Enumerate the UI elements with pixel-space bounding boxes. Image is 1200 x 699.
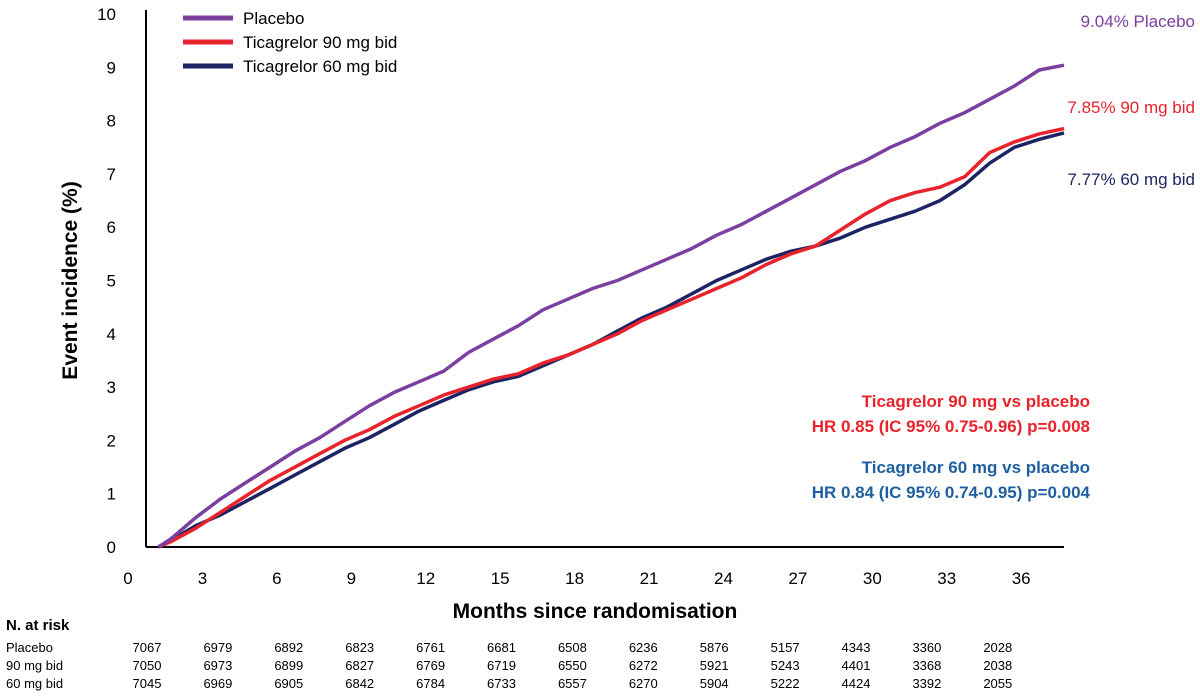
y-ticks: 0 1 2 3 4 5 6 7 8 9 10: [97, 5, 116, 557]
at-risk-value: 2055: [983, 676, 1012, 691]
x-axis-title: Months since randomisation: [453, 600, 738, 623]
x-ticks: 0 3 6 9 12 15 18 21 24 27 30 33 36: [123, 569, 1030, 588]
at-risk-value: 2028: [983, 640, 1012, 655]
at-risk-value: 6905: [274, 676, 303, 691]
axes: [145, 10, 1064, 548]
legend: Placebo Ticagrelor 90 mg bid Ticagrelor 60…: [183, 9, 397, 76]
hr-annotation-line: Ticagrelor 60 mg vs placebo: [862, 458, 1090, 477]
y-tick-label: 5: [107, 272, 116, 291]
y-tick-label: 6: [107, 218, 116, 237]
x-tick-label: 15: [491, 569, 510, 588]
x-tick-label: 24: [714, 569, 733, 588]
end-labels: 9.04% Placebo 7.85% 90 mg bid 7.77% 60 mg …: [1067, 12, 1195, 189]
at-risk-heading: N. at risk: [6, 617, 70, 634]
at-risk-value: 6842: [345, 676, 374, 691]
x-tick-label: 9: [347, 569, 356, 588]
at-risk-value: 6508: [558, 640, 587, 655]
y-tick-label: 7: [107, 165, 116, 184]
at-risk-value: 5157: [771, 640, 800, 655]
y-tick-label: 3: [107, 378, 116, 397]
y-tick-label: 9: [107, 58, 116, 77]
at-risk-value: 5243: [771, 658, 800, 673]
at-risk-value: 6973: [203, 658, 232, 673]
y-tick-label: 10: [97, 5, 116, 24]
at-risk-value: 6892: [274, 640, 303, 655]
at-risk-value: 4424: [842, 676, 871, 691]
hr-annotation-line: Ticagrelor 90 mg vs placebo: [862, 392, 1090, 411]
y-tick-label: 4: [107, 325, 116, 344]
x-tick-label: 21: [640, 569, 659, 588]
x-tick-label: 36: [1012, 569, 1031, 588]
hr-annotation-line: HR 0.84 (IC 95% 0.74-0.95) p=0.004: [812, 483, 1091, 502]
legend-label: Placebo: [243, 9, 304, 28]
hr-annotation-line: HR 0.85 (IC 95% 0.75-0.96) p=0.008: [812, 417, 1090, 436]
at-risk-value: 5222: [771, 676, 800, 691]
at-risk-value: 3368: [912, 658, 941, 673]
at-risk-value: 6733: [487, 676, 516, 691]
at-risk-value: 4401: [842, 658, 871, 673]
at-risk-value: 3360: [912, 640, 941, 655]
at-risk-value: 6827: [345, 658, 374, 673]
at-risk-value: 3392: [912, 676, 941, 691]
at-risk-row-label: 90 mg bid: [6, 658, 63, 673]
at-risk-value: 6979: [203, 640, 232, 655]
y-tick-label: 0: [107, 538, 116, 557]
at-risk-value: 4343: [842, 640, 871, 655]
x-tick-label: 33: [937, 569, 956, 588]
x-tick-label: 3: [198, 569, 207, 588]
at-risk-value: 5876: [700, 640, 729, 655]
series-lines: [157, 63, 1065, 549]
at-risk-value: 6236: [629, 640, 658, 655]
at-risk-value: 6681: [487, 640, 516, 655]
at-risk-value: 6761: [416, 640, 445, 655]
y-axis-title: Event incidence (%): [59, 181, 82, 379]
legend-label: Ticagrelor 90 mg bid: [243, 33, 397, 52]
x-tick-label: 27: [788, 569, 807, 588]
series-end-label: 7.77% 60 mg bid: [1067, 170, 1195, 189]
series-end-label: 7.85% 90 mg bid: [1067, 98, 1195, 117]
hr-annotations: Ticagrelor 90 mg vs placebo HR 0.85 (IC 9…: [812, 392, 1091, 502]
x-tick-label: 18: [565, 569, 584, 588]
at-risk-row-label: Placebo: [6, 640, 53, 655]
at-risk-value: 6823: [345, 640, 374, 655]
y-tick-label: 8: [107, 112, 116, 131]
y-tick-label: 2: [107, 431, 116, 450]
at-risk-row-label: 60 mg bid: [6, 676, 63, 691]
at-risk-value: 6719: [487, 658, 516, 673]
at-risk-value: 6969: [203, 676, 232, 691]
at-risk-table: N. at risk Placebo 7067 6979 6892 6823 6761 66…: [6, 617, 1012, 691]
at-risk-value: 5921: [700, 658, 729, 673]
legend-label: Ticagrelor 60 mg bid: [243, 57, 397, 76]
x-tick-label: 12: [416, 569, 435, 588]
at-risk-value: 6899: [274, 658, 303, 673]
at-risk-value: 2038: [983, 658, 1012, 673]
series-end-label: 9.04% Placebo: [1081, 12, 1195, 31]
at-risk-value: 6272: [629, 658, 658, 673]
at-risk-value: 5904: [700, 676, 729, 691]
at-risk-value: 6270: [629, 676, 658, 691]
x-tick-label: 30: [863, 569, 882, 588]
at-risk-value: 7045: [133, 676, 162, 691]
at-risk-value: 6769: [416, 658, 445, 673]
series-line-ticagrelor-90-mg-bid: [157, 126, 1065, 549]
x-tick-label: 6: [272, 569, 281, 588]
series-line-placebo: [157, 63, 1065, 549]
y-tick-label: 1: [107, 485, 116, 504]
at-risk-value: 6557: [558, 676, 587, 691]
x-tick-label: 0: [123, 569, 132, 588]
at-risk-value: 7067: [133, 640, 162, 655]
at-risk-value: 6550: [558, 658, 587, 673]
at-risk-value: 6784: [416, 676, 445, 691]
at-risk-value: 7050: [133, 658, 162, 673]
